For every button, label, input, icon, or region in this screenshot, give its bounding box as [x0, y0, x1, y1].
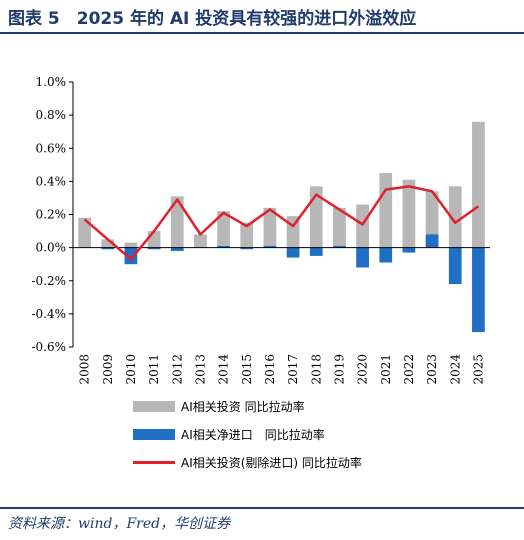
bar-total: [263, 207, 277, 248]
legend-swatch-total: [133, 400, 175, 412]
x-tick-label: 2010: [124, 354, 138, 385]
y-tick-label: 0.4%: [36, 174, 67, 188]
x-tick-label: 2024: [448, 354, 462, 385]
legend-item-total: AI相关投资 同比拉动率: [133, 396, 305, 416]
bar-import: [217, 245, 230, 248]
chart-plot: -0.6% -0.4% -0.2% 0.0% 0.2% 0.4% 0.6% 0.8% 1.0% 2…: [31, 75, 490, 385]
y-tick-label: -0.4%: [31, 307, 66, 321]
bar-import: [309, 247, 323, 256]
y-tick-label: 1.0%: [36, 75, 67, 89]
bar-import: [240, 247, 254, 250]
bar-total: [309, 186, 323, 248]
y-tick-label: -0.6%: [31, 340, 66, 354]
source-rule: [0, 507, 524, 509]
x-tick-label: 2022: [402, 354, 416, 385]
x-tick-label: 2016: [263, 354, 277, 385]
y-tick-label: -0.2%: [31, 274, 66, 288]
source-note: 资料来源：wind，Fred，华创证券: [8, 516, 231, 532]
bar-import: [147, 247, 161, 250]
bar-import: [333, 245, 346, 248]
x-tick-label: 2009: [101, 354, 115, 385]
x-tick-label: 2012: [170, 354, 184, 385]
bar-total: [170, 196, 184, 248]
bar-import: [124, 247, 138, 265]
y-tick-label: 0.2%: [36, 208, 67, 222]
bar-import: [425, 234, 439, 248]
bar-total: [356, 204, 369, 248]
bar-total: [425, 191, 439, 248]
bar-import: [402, 247, 416, 253]
bar-total: [333, 207, 346, 248]
bar-import: [286, 247, 300, 258]
x-tick-label: 2011: [147, 354, 161, 385]
legend-label-ex-import: AI相关投资(剔除进口) 同比拉动率: [181, 455, 362, 470]
line-ex-import: [83, 185, 480, 261]
legend-item-ex-import: AI相关投资(剔除进口) 同比拉动率: [133, 452, 362, 472]
title-rule: [0, 32, 524, 34]
bar-total: [448, 186, 462, 248]
bar-total: [472, 121, 485, 248]
x-tick-label: 2014: [217, 354, 231, 385]
x-tick-label: 2025: [471, 354, 485, 385]
bar-import: [379, 247, 393, 263]
legend-swatch-ex-import: [133, 460, 175, 464]
x-tick-label: 2021: [379, 354, 393, 385]
bar-total: [194, 234, 207, 248]
bar-total: [379, 173, 393, 248]
bar-import: [356, 247, 369, 268]
bar-import: [101, 247, 115, 250]
legend-label-total: AI相关投资 同比拉动率: [181, 399, 305, 414]
bar-total: [78, 217, 91, 248]
y-tick-label: 0.8%: [36, 108, 67, 122]
y-tick-label: 0.0%: [36, 241, 67, 255]
bar-import: [263, 245, 277, 248]
legend-swatch-import: [133, 428, 175, 440]
bar-import: [448, 247, 462, 285]
x-tick-label: 2015: [240, 354, 254, 385]
bar-total: [147, 231, 161, 248]
x-tick-label: 2017: [286, 354, 300, 385]
x-tick-label: 2019: [332, 354, 346, 385]
bar-total: [124, 242, 138, 248]
x-tick-label: 2008: [78, 354, 92, 385]
chart-title: 图表 5 2025 年的 AI 投资具有较强的进口外溢效应: [8, 9, 417, 29]
bar-total: [402, 179, 416, 248]
bar-total: [217, 211, 230, 248]
legend-item-import: AI相关净进口 同比拉动率: [133, 424, 325, 444]
x-tick-label: 2013: [193, 354, 207, 385]
x-tick-label: 2020: [356, 354, 370, 385]
legend-label-import: AI相关净进口 同比拉动率: [181, 427, 325, 442]
bar-total: [101, 239, 115, 248]
bar-total: [240, 222, 254, 248]
bar-import: [472, 247, 485, 333]
x-tick-label: 2023: [425, 354, 439, 385]
y-tick-label: 0.6%: [36, 141, 67, 155]
bar-import: [170, 247, 184, 251]
x-tick-label: 2018: [309, 354, 323, 385]
